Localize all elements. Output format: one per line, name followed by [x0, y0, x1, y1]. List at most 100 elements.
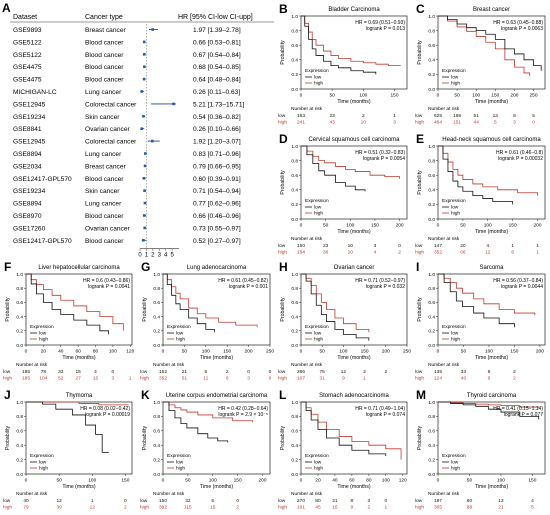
risk-count-low: 1	[511, 243, 514, 249]
y-tick-label: 0.4	[153, 443, 160, 449]
y-tick-label: 1.0	[428, 14, 435, 20]
risk-count-high: 464	[434, 120, 442, 126]
risk-count-low: 4	[531, 498, 534, 504]
high-expression-curve	[301, 273, 370, 333]
km-title: Cervical squamous cell carcinoma	[308, 137, 400, 143]
legend-label-low: low	[451, 460, 459, 466]
risk-count-high: 1	[129, 376, 132, 382]
x-tick-label: 150	[223, 349, 231, 355]
row-cancer-type: Blood cancer	[85, 77, 124, 84]
y-axis-label: Probability	[417, 40, 423, 65]
low-expression-curve	[438, 145, 514, 205]
plot-frame	[25, 273, 133, 346]
legend-title: Expression	[167, 324, 191, 330]
y-tick-label: 0.4	[291, 314, 298, 320]
y-tick-label: 0.4	[291, 443, 298, 449]
plot-frame	[300, 145, 408, 220]
legend-title: Expression	[442, 324, 466, 330]
hr-annotation: HR = 0.61 (0.46−0.8)	[496, 150, 543, 156]
risk-count-high: 31	[320, 376, 326, 382]
y-tick-label: 1.0	[291, 400, 298, 406]
y-tick-label: 0.0	[291, 87, 298, 93]
hr-point	[142, 177, 146, 180]
hr-point	[144, 152, 147, 155]
risk-count-low: 13	[498, 498, 504, 504]
risk-count-low: 197	[434, 498, 442, 504]
legend-title: Expression	[442, 198, 466, 204]
risk-table-title: Number at risk	[291, 236, 323, 242]
x-tick-label: 250	[266, 349, 274, 355]
y-tick-label: 0.0	[428, 472, 435, 478]
row-hr-text: 0.71 [0.54–0.94]	[193, 188, 241, 195]
row-dataset: GSE5122	[13, 52, 42, 59]
risk-count-high: 2	[398, 250, 401, 256]
logrank-annotation: logrank P = 0.077	[504, 412, 543, 418]
legend-label-low: low	[176, 460, 184, 466]
risk-count-high: 0	[532, 120, 535, 126]
km-title: Uterine corpus endometrial carcinoma	[166, 393, 268, 399]
row-cancer-type: Breast cancer	[85, 27, 126, 34]
x-tick-label: 0	[25, 478, 28, 484]
y-tick-label: 0.8	[428, 158, 435, 164]
risk-count-low: 8	[488, 369, 491, 375]
y-axis-label: Probability	[280, 40, 286, 65]
risk-count-low: 51	[474, 113, 480, 119]
row-dataset: GSE8841	[13, 126, 42, 133]
risk-count-high: 3	[513, 120, 516, 126]
x-tick-label: 50	[56, 478, 62, 484]
hr-point	[151, 139, 154, 143]
y-tick-label: 1.0	[428, 272, 435, 278]
plot-frame	[437, 401, 546, 475]
plot-frame	[300, 273, 408, 346]
x-tick-label: 0	[437, 349, 440, 355]
risk-count-low: 152	[159, 369, 167, 375]
risk-count-low: 60	[467, 498, 473, 504]
risk-count-high: 15	[93, 376, 99, 382]
y-tick-label: 1.0	[16, 400, 23, 406]
panel-letter: A	[2, 1, 11, 15]
risk-table-title: Number at risk	[16, 362, 48, 368]
y-tick-label: 0.8	[428, 28, 435, 34]
risk-count-low: 2	[226, 369, 229, 375]
y-tick-label: 0.6	[291, 429, 298, 435]
row-hr-text: 0.66 [0.46–0.96]	[193, 213, 241, 220]
y-tick-label: 1.0	[153, 272, 160, 278]
km-panel-l: L Stomach adenocarcinoma 0.0 0.2 0.4 0.6 0.8 1.…	[278, 388, 408, 511]
x-tick-label: 100	[472, 93, 480, 99]
x-tick-label: 50	[182, 349, 188, 355]
risk-count-high: 305	[434, 505, 442, 511]
km-title: Breast cancer	[473, 7, 510, 13]
x-tick-label: 120	[126, 349, 134, 355]
row-dataset: GSE19234	[13, 188, 46, 195]
x-tick-label: 20	[315, 478, 321, 484]
row-cancer-type: Colorectal cancer	[85, 101, 137, 108]
hr-annotation: HR = 0.71 (0.49−1.04)	[355, 406, 405, 412]
high-expression-curve	[438, 401, 540, 408]
y-tick-label: 0.8	[16, 414, 23, 420]
risk-row-label-high: high	[415, 120, 424, 126]
risk-count-low: 80	[315, 498, 321, 504]
risk-count-low: 0	[236, 498, 239, 504]
risk-count-high: 5	[531, 505, 534, 511]
x-axis-label: Time (months)	[200, 355, 234, 361]
hr-annotation: HR = 0.69 (0.51−0.93)	[355, 20, 405, 26]
row-dataset: GSE4475	[13, 77, 42, 84]
y-tick-label: 0.0	[291, 217, 298, 223]
y-tick-label: 0.2	[16, 457, 23, 463]
risk-count-high: 15	[210, 505, 216, 511]
x-tick-label: 60	[349, 478, 355, 484]
x-tick-label: 150	[391, 93, 399, 99]
y-tick-label: 1.0	[428, 400, 435, 406]
row-cancer-type: Ovarian cancer	[85, 126, 131, 133]
risk-count-low: 1	[393, 113, 396, 119]
x-tick-label: 200	[536, 349, 544, 355]
km-title: Stomach adenocarcinoma	[319, 393, 389, 399]
risk-row-label-high: high	[140, 505, 149, 511]
forest-row: GSE12417-GPL570 Blood cancer 0.60 [0.39–0.…	[13, 176, 241, 183]
high-expression-curve	[26, 401, 129, 406]
forest-x-tick-label: 4	[164, 253, 168, 259]
legend-title: Expression	[305, 453, 329, 459]
risk-count-low: 0	[398, 243, 401, 249]
legend-label-high: high	[39, 337, 48, 343]
x-tick-label: 0	[437, 93, 440, 99]
